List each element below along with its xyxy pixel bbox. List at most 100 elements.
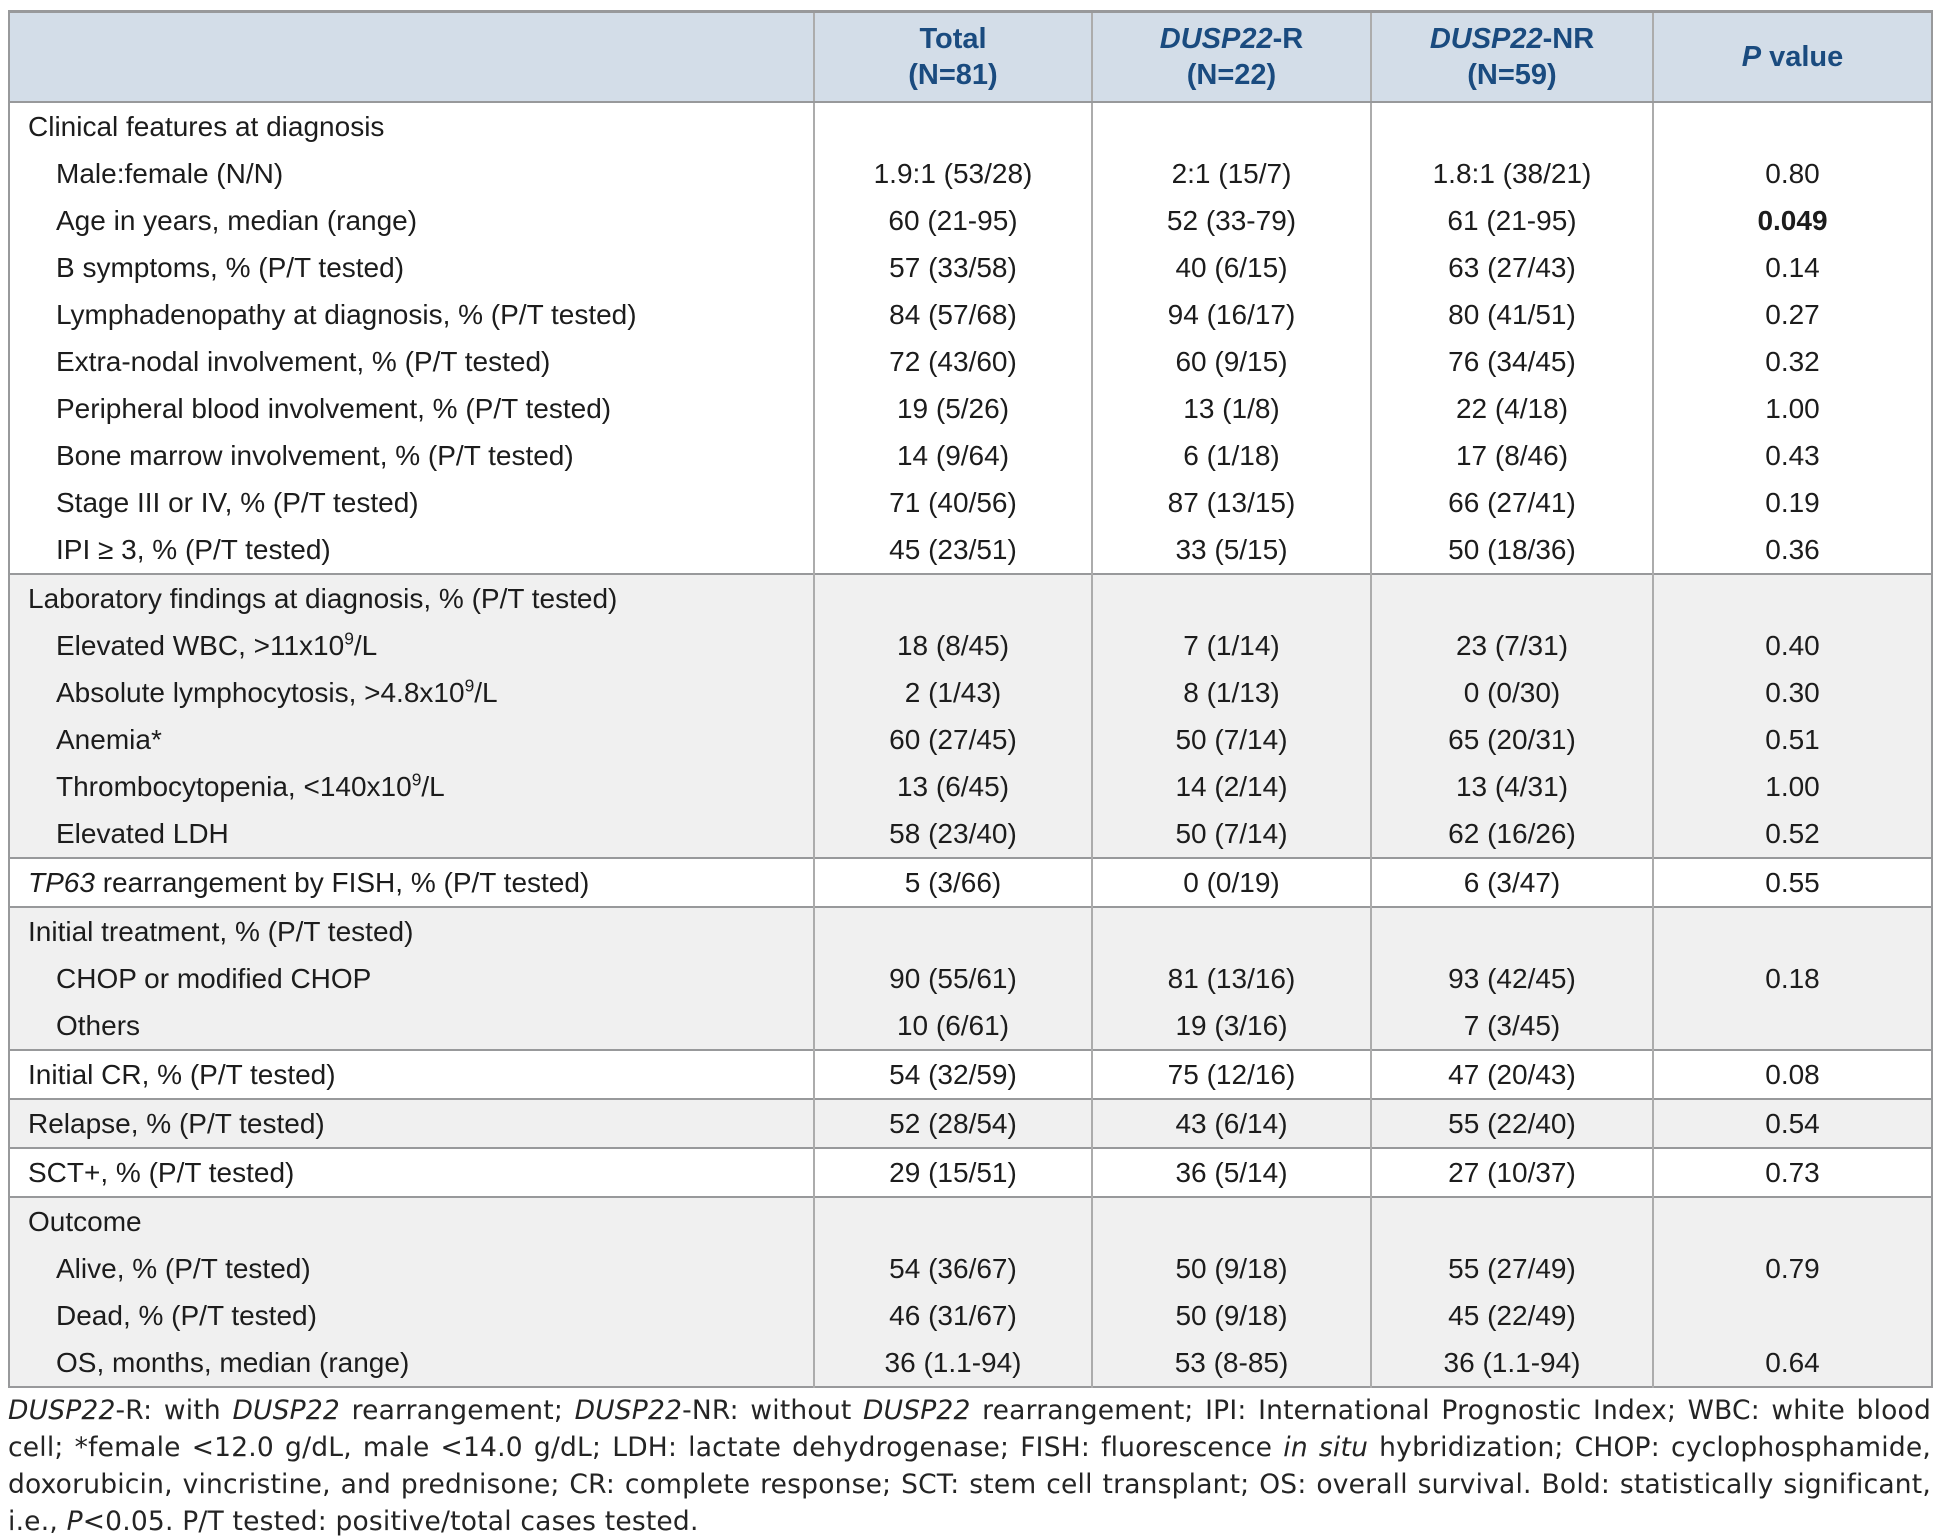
cell-dusp22-r: 81 (13/16) xyxy=(1091,955,1371,1002)
cell-p-value: 0.51 xyxy=(1652,716,1932,763)
cell-total: 90 (55/61) xyxy=(813,955,1092,1002)
col-header-dusp22-nr: DUSP22-NR (N=59) xyxy=(1370,11,1653,103)
cell-total: 19 (5/26) xyxy=(813,385,1092,432)
row-label: Extra-nodal involvement, % (P/T tested) xyxy=(9,338,814,385)
cell-dusp22-nr xyxy=(1370,1196,1653,1245)
col-header-rowlabel xyxy=(9,11,814,103)
cell-total xyxy=(813,101,1092,150)
cell-p-value: 0.30 xyxy=(1652,669,1932,716)
table-row: OS, months, median (range) 36 (1.1-94) 53 … xyxy=(9,1339,1932,1387)
cell-dusp22-nr: 47 (20/43) xyxy=(1370,1049,1653,1099)
row-label: Bone marrow involvement, % (P/T tested) xyxy=(9,432,814,479)
row-label: Relapse, % (P/T tested) xyxy=(9,1098,814,1148)
cell-total: 58 (23/40) xyxy=(813,810,1092,858)
table-header-row: Total (N=81) DUSP22-R (N=22) DUSP22-NR (N=59)… xyxy=(9,11,1932,103)
text-segment: Bone marrow involvement, % (P/T tested) xyxy=(56,439,574,471)
table-row: Alive, % (P/T tested) 54 (36/67) 50 (9/18)… xyxy=(9,1245,1932,1292)
cell-p-value: 0.64 xyxy=(1652,1339,1932,1387)
text-segment: Age in years, median (range) xyxy=(56,204,418,236)
cell-dusp22-nr: 1.8:1 (38/21) xyxy=(1370,150,1653,197)
cell-dusp22-r: 36 (5/14) xyxy=(1091,1147,1371,1197)
cell-total: 52 (28/54) xyxy=(813,1098,1092,1148)
table-row: Age in years, median (range) 60 (21-95) 52… xyxy=(9,197,1932,244)
cell-dusp22-r xyxy=(1091,906,1371,955)
cell-dusp22-r: 50 (7/14) xyxy=(1091,810,1371,858)
cell-dusp22-nr: 62 (16/26) xyxy=(1370,810,1653,858)
cell-total: 5 (3/66) xyxy=(813,857,1092,907)
cell-p-value: 0.19 xyxy=(1652,479,1932,526)
header-line-2: (N=59) xyxy=(1467,59,1557,91)
header-line-2: (N=81) xyxy=(908,59,998,91)
text-segment: Clinical features at diagnosis xyxy=(28,110,385,142)
table-row: Dead, % (P/T tested) 46 (31/67) 50 (9/18) 4… xyxy=(9,1292,1932,1339)
row-label: Alive, % (P/T tested) xyxy=(9,1245,814,1292)
cell-dusp22-nr: 55 (22/40) xyxy=(1370,1098,1653,1148)
cell-dusp22-nr: 45 (22/49) xyxy=(1370,1292,1653,1339)
text-segment: Stage III or IV, % (P/T tested) xyxy=(56,486,419,518)
cell-p-value: 0.52 xyxy=(1652,810,1932,858)
cell-dusp22-nr: 61 (21-95) xyxy=(1370,197,1653,244)
cell-p-value: 0.54 xyxy=(1652,1098,1932,1148)
text-segment: Total xyxy=(919,23,987,55)
table-row: IPI ≥ 3, % (P/T tested) 45 (23/51) 33 (5/1… xyxy=(9,526,1932,574)
table-row: SCT+, % (P/T tested) 29 (15/51) 36 (5/14) 2… xyxy=(9,1147,1932,1197)
text-segment: B symptoms, % (P/T tested) xyxy=(56,251,405,283)
text-segment: Absolute lymphocytosis, >4.8x10 xyxy=(56,676,465,708)
cell-dusp22-r: 43 (6/14) xyxy=(1091,1098,1371,1148)
cell-total: 29 (15/51) xyxy=(813,1147,1092,1197)
cell-dusp22-r: 14 (2/14) xyxy=(1091,763,1371,810)
superscript-text: 9 xyxy=(464,675,475,696)
cell-dusp22-r: 60 (9/15) xyxy=(1091,338,1371,385)
cell-dusp22-r: 0 (0/19) xyxy=(1091,857,1371,907)
cell-dusp22-r: 52 (33-79) xyxy=(1091,197,1371,244)
text-segment: Outcome xyxy=(28,1205,142,1237)
row-label: Male:female (N/N) xyxy=(9,150,814,197)
cell-p-value: 0.18 xyxy=(1652,955,1932,1002)
row-label: Age in years, median (range) xyxy=(9,197,814,244)
text-segment: Lymphadenopathy at diagnosis, % (P/T tes… xyxy=(56,298,637,330)
cell-p-value xyxy=(1652,101,1932,150)
table-row: CHOP or modified CHOP 90 (55/61) 81 (13/16… xyxy=(9,955,1932,1002)
cell-total: 2 (1/43) xyxy=(813,669,1092,716)
italic-text: TP63 xyxy=(28,866,95,898)
cell-total: 13 (6/45) xyxy=(813,763,1092,810)
text-segment: Elevated WBC, >11x10 xyxy=(56,629,345,661)
cell-p-value xyxy=(1652,1002,1932,1050)
cell-dusp22-nr: 7 (3/45) xyxy=(1370,1002,1653,1050)
table-row: Relapse, % (P/T tested) 52 (28/54) 43 (6/1… xyxy=(9,1098,1932,1148)
row-label: Anemia* xyxy=(9,716,814,763)
cell-p-value: 0.80 xyxy=(1652,150,1932,197)
cell-dusp22-nr: 22 (4/18) xyxy=(1370,385,1653,432)
text-segment: IPI ≥ 3, % (P/T tested) xyxy=(56,533,331,565)
row-label: Peripheral blood involvement, % (P/T tes… xyxy=(9,385,814,432)
row-label: Stage III or IV, % (P/T tested) xyxy=(9,479,814,526)
cell-dusp22-nr: 76 (34/45) xyxy=(1370,338,1653,385)
text-segment: Elevated LDH xyxy=(56,817,229,849)
cell-dusp22-r: 87 (13/15) xyxy=(1091,479,1371,526)
header-line-2: (N=22) xyxy=(1186,59,1277,91)
text-segment: Male:female (N/N) xyxy=(56,157,284,189)
table-footnote: DUSP22-R: with DUSP22 rearrangement; DUS… xyxy=(8,1392,1931,1540)
cell-dusp22-r: 13 (1/8) xyxy=(1091,385,1371,432)
cell-dusp22-r xyxy=(1091,1196,1371,1245)
text-segment: Others xyxy=(56,1009,141,1041)
text-segment: /L xyxy=(421,770,445,802)
data-table: Total (N=81) DUSP22-R (N=22) DUSP22-NR (N=59)… xyxy=(8,10,1933,1388)
cell-total: 46 (31/67) xyxy=(813,1292,1092,1339)
cell-total: 1.9:1 (53/28) xyxy=(813,150,1092,197)
cell-total xyxy=(813,573,1092,622)
text-segment: Extra-nodal involvement, % (P/T tested) xyxy=(56,345,551,377)
cell-total: 18 (8/45) xyxy=(813,622,1092,669)
italic-text: DUSP22 xyxy=(1429,23,1543,55)
header-line-1: DUSP22-NR xyxy=(1372,21,1652,57)
cell-total: 54 (32/59) xyxy=(813,1049,1092,1099)
text-segment: Thrombocytopenia, <140x10 xyxy=(56,770,412,802)
cell-p-value: 0.27 xyxy=(1652,291,1932,338)
table-row: Outcome xyxy=(9,1196,1932,1245)
cell-p-value xyxy=(1652,1196,1932,1245)
cell-p-value: 0.55 xyxy=(1652,857,1932,907)
cell-p-value: 0.40 xyxy=(1652,622,1932,669)
row-label: Absolute lymphocytosis, >4.8x109/L xyxy=(9,669,814,716)
table-row: Initial CR, % (P/T tested) 54 (32/59) 75 (… xyxy=(9,1049,1932,1099)
cell-p-value: 0.08 xyxy=(1652,1049,1932,1099)
